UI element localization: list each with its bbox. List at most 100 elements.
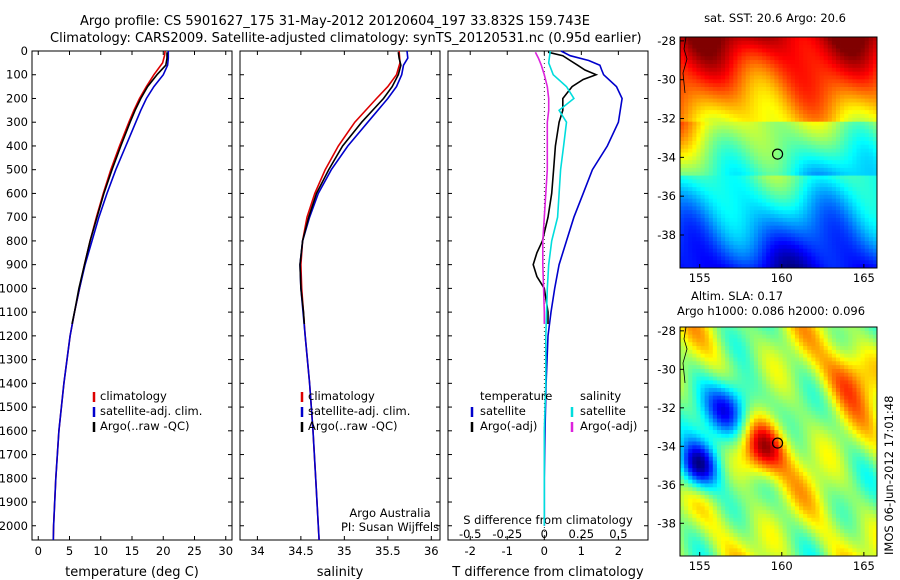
heatmap-cell: [696, 380, 701, 385]
heatmap-cell: [757, 90, 763, 96]
heatmap-cell: [840, 71, 845, 76]
heatmap-cell: [680, 407, 685, 412]
heatmap-cell: [803, 410, 808, 416]
heatmap-cell: [790, 468, 796, 473]
heatmap-cell: [700, 399, 706, 404]
heatmap-cell: [721, 372, 726, 378]
heatmap-cell: [778, 198, 783, 203]
heatmap-cell: [725, 422, 730, 427]
heatmap-cell: [741, 464, 747, 469]
heatmap-cell: [729, 198, 734, 203]
heatmap-cell: [708, 114, 714, 119]
heatmap-cell: [688, 237, 693, 242]
heatmap-cell: [860, 140, 866, 146]
heatmap-cell: [725, 79, 730, 84]
heatmap-cell: [782, 357, 788, 362]
map-y-tick-label: -34: [657, 150, 676, 164]
heatmap-cell: [692, 137, 697, 142]
heatmap-cell: [864, 376, 870, 381]
heatmap-cell: [745, 241, 751, 246]
heatmap-cell: [831, 40, 837, 46]
heatmap-cell: [835, 67, 841, 73]
heatmap-cell: [741, 106, 747, 111]
heatmap-cell: [864, 244, 870, 250]
heatmap-cell: [749, 56, 755, 61]
heatmap-cell: [823, 79, 829, 84]
heatmap-cell: [790, 233, 796, 238]
heatmap-cell: [819, 241, 825, 246]
heatmap-cell: [831, 342, 837, 347]
heatmap-cell: [716, 460, 722, 465]
heatmap-cell: [827, 260, 833, 265]
heatmap-cell: [725, 388, 730, 393]
heatmap-cell: [852, 365, 857, 370]
heatmap-cell: [700, 87, 706, 92]
heatmap-cell: [778, 87, 783, 92]
heatmap-cell: [807, 237, 812, 242]
heatmap-cell: [864, 468, 870, 473]
heatmap-cell: [749, 40, 755, 46]
heatmap-cell: [831, 83, 837, 88]
heatmap-cell: [799, 445, 804, 450]
top-axis-label: S difference from climatology: [463, 513, 633, 527]
heatmap-cell: [860, 83, 866, 88]
heatmap-cell: [778, 372, 783, 378]
heatmap-cell: [848, 40, 853, 46]
heatmap-cell: [786, 179, 792, 184]
heatmap-cell: [692, 252, 697, 257]
heatmap-cell: [762, 395, 767, 400]
heatmap-cell: [844, 410, 849, 416]
heatmap-cell: [729, 206, 734, 211]
heatmap-cell: [704, 338, 710, 343]
heatmap-cell: [716, 191, 722, 196]
heatmap-cell: [757, 346, 763, 351]
heatmap-cell: [721, 140, 726, 146]
heatmap-cell: [807, 164, 812, 169]
heatmap-cell: [704, 472, 710, 477]
heatmap-cell: [831, 225, 837, 230]
heatmap-cell: [766, 164, 771, 169]
heatmap-cell: [716, 144, 722, 150]
heatmap-cell: [753, 121, 759, 126]
heatmap-cell: [856, 48, 861, 53]
heatmap-cell: [737, 106, 742, 111]
heatmap-cell: [831, 110, 837, 115]
heatmap-cell: [799, 114, 804, 119]
heatmap-cell: [757, 334, 763, 339]
heatmap-cell: [794, 338, 800, 343]
heatmap-cell: [774, 90, 779, 96]
heatmap-cell: [827, 327, 833, 332]
heatmap-cell: [700, 368, 706, 374]
heatmap-cell: [860, 60, 866, 65]
heatmap-cell: [766, 110, 771, 115]
heatmap-cell: [835, 372, 841, 378]
heatmap-cell: [844, 37, 849, 42]
heatmap-cell: [692, 171, 697, 176]
heatmap-cell: [856, 210, 861, 215]
heatmap-cell: [762, 156, 767, 161]
heatmap-cell: [807, 140, 812, 146]
heatmap-cell: [831, 94, 837, 99]
heatmap-cell: [790, 221, 796, 227]
heatmap-cell: [835, 206, 841, 211]
heatmap-cell: [753, 152, 759, 157]
x-tick-label: 10: [93, 544, 108, 558]
heatmap-cell: [725, 40, 730, 46]
heatmap-cell: [860, 171, 866, 176]
heatmap-cell: [729, 94, 734, 99]
heatmap-cell: [786, 445, 792, 450]
heatmap-cell: [712, 87, 718, 92]
heatmap-cell: [766, 102, 771, 107]
heatmap-cell: [827, 433, 833, 439]
heatmap-cell: [753, 388, 759, 393]
heatmap-cell: [762, 110, 767, 115]
heatmap-cell: [794, 148, 800, 153]
heatmap-cell: [716, 121, 722, 126]
heatmap-cell: [803, 403, 808, 408]
heatmap-cell: [860, 217, 866, 223]
heatmap-cell: [852, 357, 857, 362]
heatmap-cell: [729, 368, 734, 374]
heatmap-cell: [815, 71, 820, 76]
heatmap-cell: [725, 395, 730, 400]
heatmap-cell: [872, 137, 878, 142]
